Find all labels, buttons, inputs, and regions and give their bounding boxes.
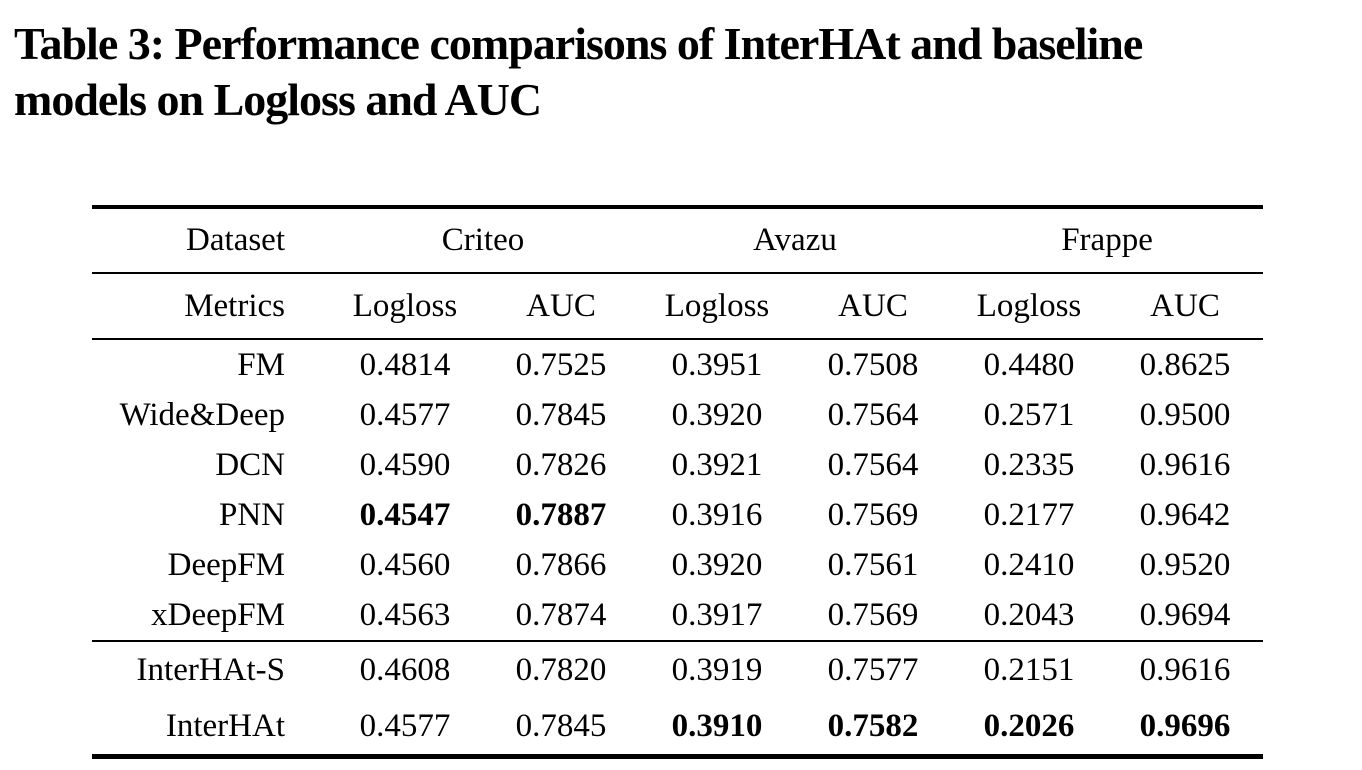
- metric-value: 0.7569: [827, 496, 919, 533]
- metrics-header-label: Metrics: [92, 273, 327, 340]
- metric-value: 0.4547: [359, 496, 451, 533]
- baseline-models-group: FM 0.4814 0.7525 0.3951 0.7508 0.4480 0.…: [92, 339, 1264, 642]
- metric-header-avazu-auc: AUC: [795, 273, 952, 340]
- model-name: PNN: [218, 496, 285, 533]
- metric-value: 0.4563: [327, 590, 483, 642]
- metric-value: 0.7874: [483, 590, 640, 642]
- metric-value: 0.9642: [1139, 496, 1231, 533]
- metric-value: 0.7845: [515, 396, 607, 433]
- table-row-widedeep: Wide&Deep 0.4577 0.7845 0.3920 0.7564 0.…: [92, 390, 1263, 440]
- table-row-interhat: InterHAt 0.4577 0.7845 0.3910 0.7582 0.2…: [92, 698, 1263, 757]
- table-row-deepfm: DeepFM 0.4560 0.7866 0.3920 0.7561 0.241…: [92, 540, 1263, 590]
- metric-value: 0.9500: [1139, 396, 1231, 433]
- metric-value: 0.2043: [951, 590, 1108, 642]
- proposed-models-group: InterHAt-S 0.4608 0.7820 0.3919 0.7577 0…: [92, 641, 1263, 757]
- header-metrics-row: Metrics Logloss AUC Logloss AUC Logloss …: [92, 273, 1264, 340]
- dataset-header-label: Dataset: [92, 207, 327, 274]
- metric-value: 0.3951: [671, 346, 763, 383]
- metric-header-frappe-auc: AUC: [1107, 273, 1264, 340]
- dataset-frappe: Frappe: [951, 207, 1264, 274]
- metric-value: 0.3921: [671, 446, 763, 483]
- metric-value: 0.2410: [983, 546, 1075, 583]
- metric-value: 0.9616: [1139, 651, 1231, 688]
- metric-value: 0.4560: [359, 546, 451, 583]
- metric-value: 0.3919: [671, 651, 763, 688]
- model-name: xDeepFM: [92, 590, 327, 642]
- metric-value: 0.7845: [515, 707, 607, 744]
- metric-header-criteo-auc: AUC: [483, 273, 640, 340]
- metric-value: 0.7569: [795, 590, 952, 642]
- dataset-avazu: Avazu: [639, 207, 952, 274]
- metric-value: 0.4608: [359, 651, 451, 688]
- performance-table: Dataset Criteo Avazu Frappe Metrics Logl…: [92, 205, 1264, 759]
- table-row-interhat-s: InterHAt-S 0.4608 0.7820 0.3919 0.7577 0…: [92, 641, 1263, 698]
- metric-value: 0.7564: [827, 396, 919, 433]
- metric-value: 0.4590: [359, 446, 451, 483]
- metric-value: 0.3910: [671, 707, 763, 744]
- metric-header-criteo-logloss: Logloss: [327, 273, 483, 340]
- model-name: FM: [237, 346, 285, 383]
- metric-value: 0.4480: [983, 346, 1075, 383]
- metric-value: 0.3920: [671, 546, 763, 583]
- metric-value: 0.3920: [671, 396, 763, 433]
- metric-value: 0.7582: [827, 707, 919, 744]
- table-caption-line-2: models on Logloss and AUC: [14, 74, 542, 125]
- metric-value: 0.2571: [983, 396, 1075, 433]
- model-name: InterHAt-S: [136, 651, 285, 688]
- metric-value: 0.7508: [827, 346, 919, 383]
- table-row-xdeepfm: xDeepFM 0.4563 0.7874 0.3917 0.7569 0.20…: [92, 590, 1264, 642]
- metric-value: 0.4814: [359, 346, 451, 383]
- table-row-fm: FM 0.4814 0.7525 0.3951 0.7508 0.4480 0.…: [92, 339, 1263, 390]
- metric-value: 0.9694: [1107, 590, 1264, 642]
- metric-value: 0.2335: [983, 446, 1075, 483]
- metric-value: 0.4577: [359, 707, 451, 744]
- metric-value: 0.7525: [515, 346, 607, 383]
- metric-value: 0.7564: [827, 446, 919, 483]
- table-row-pnn: PNN 0.4547 0.7887 0.3916 0.7569 0.2177 0…: [92, 490, 1263, 540]
- metric-value: 0.2177: [983, 496, 1075, 533]
- model-name: Wide&Deep: [119, 396, 285, 433]
- metric-value: 0.2151: [983, 651, 1075, 688]
- metric-value: 0.9616: [1139, 446, 1231, 483]
- metric-header-avazu-logloss: Logloss: [639, 273, 796, 340]
- metric-value: 0.7577: [827, 651, 919, 688]
- metric-value: 0.8625: [1139, 346, 1231, 383]
- table-row-dcn: DCN 0.4590 0.7826 0.3921 0.7564 0.2335 0…: [92, 440, 1263, 490]
- header-datasets-row: Dataset Criteo Avazu Frappe: [92, 207, 1264, 274]
- metric-value: 0.7561: [827, 546, 919, 583]
- model-name: DeepFM: [167, 546, 285, 583]
- model-name: InterHAt: [165, 707, 285, 744]
- dataset-criteo: Criteo: [327, 207, 640, 274]
- metric-value: 0.3916: [671, 496, 763, 533]
- table-caption: Table 3: Performance comparisons of Inte…: [14, 16, 1354, 128]
- metric-value: 0.7820: [515, 651, 607, 688]
- metric-value: 0.9520: [1139, 546, 1231, 583]
- metric-value: 0.3917: [639, 590, 796, 642]
- metric-value: 0.4577: [359, 396, 451, 433]
- metric-value: 0.9696: [1139, 707, 1231, 744]
- model-name: DCN: [215, 446, 285, 483]
- table-caption-line-1: Table 3: Performance comparisons of Inte…: [14, 18, 1143, 69]
- metric-value: 0.7866: [515, 546, 607, 583]
- metric-header-frappe-logloss: Logloss: [951, 273, 1108, 340]
- metric-value: 0.7826: [515, 446, 607, 483]
- metric-value: 0.2026: [983, 707, 1075, 744]
- metric-value: 0.7887: [515, 496, 607, 533]
